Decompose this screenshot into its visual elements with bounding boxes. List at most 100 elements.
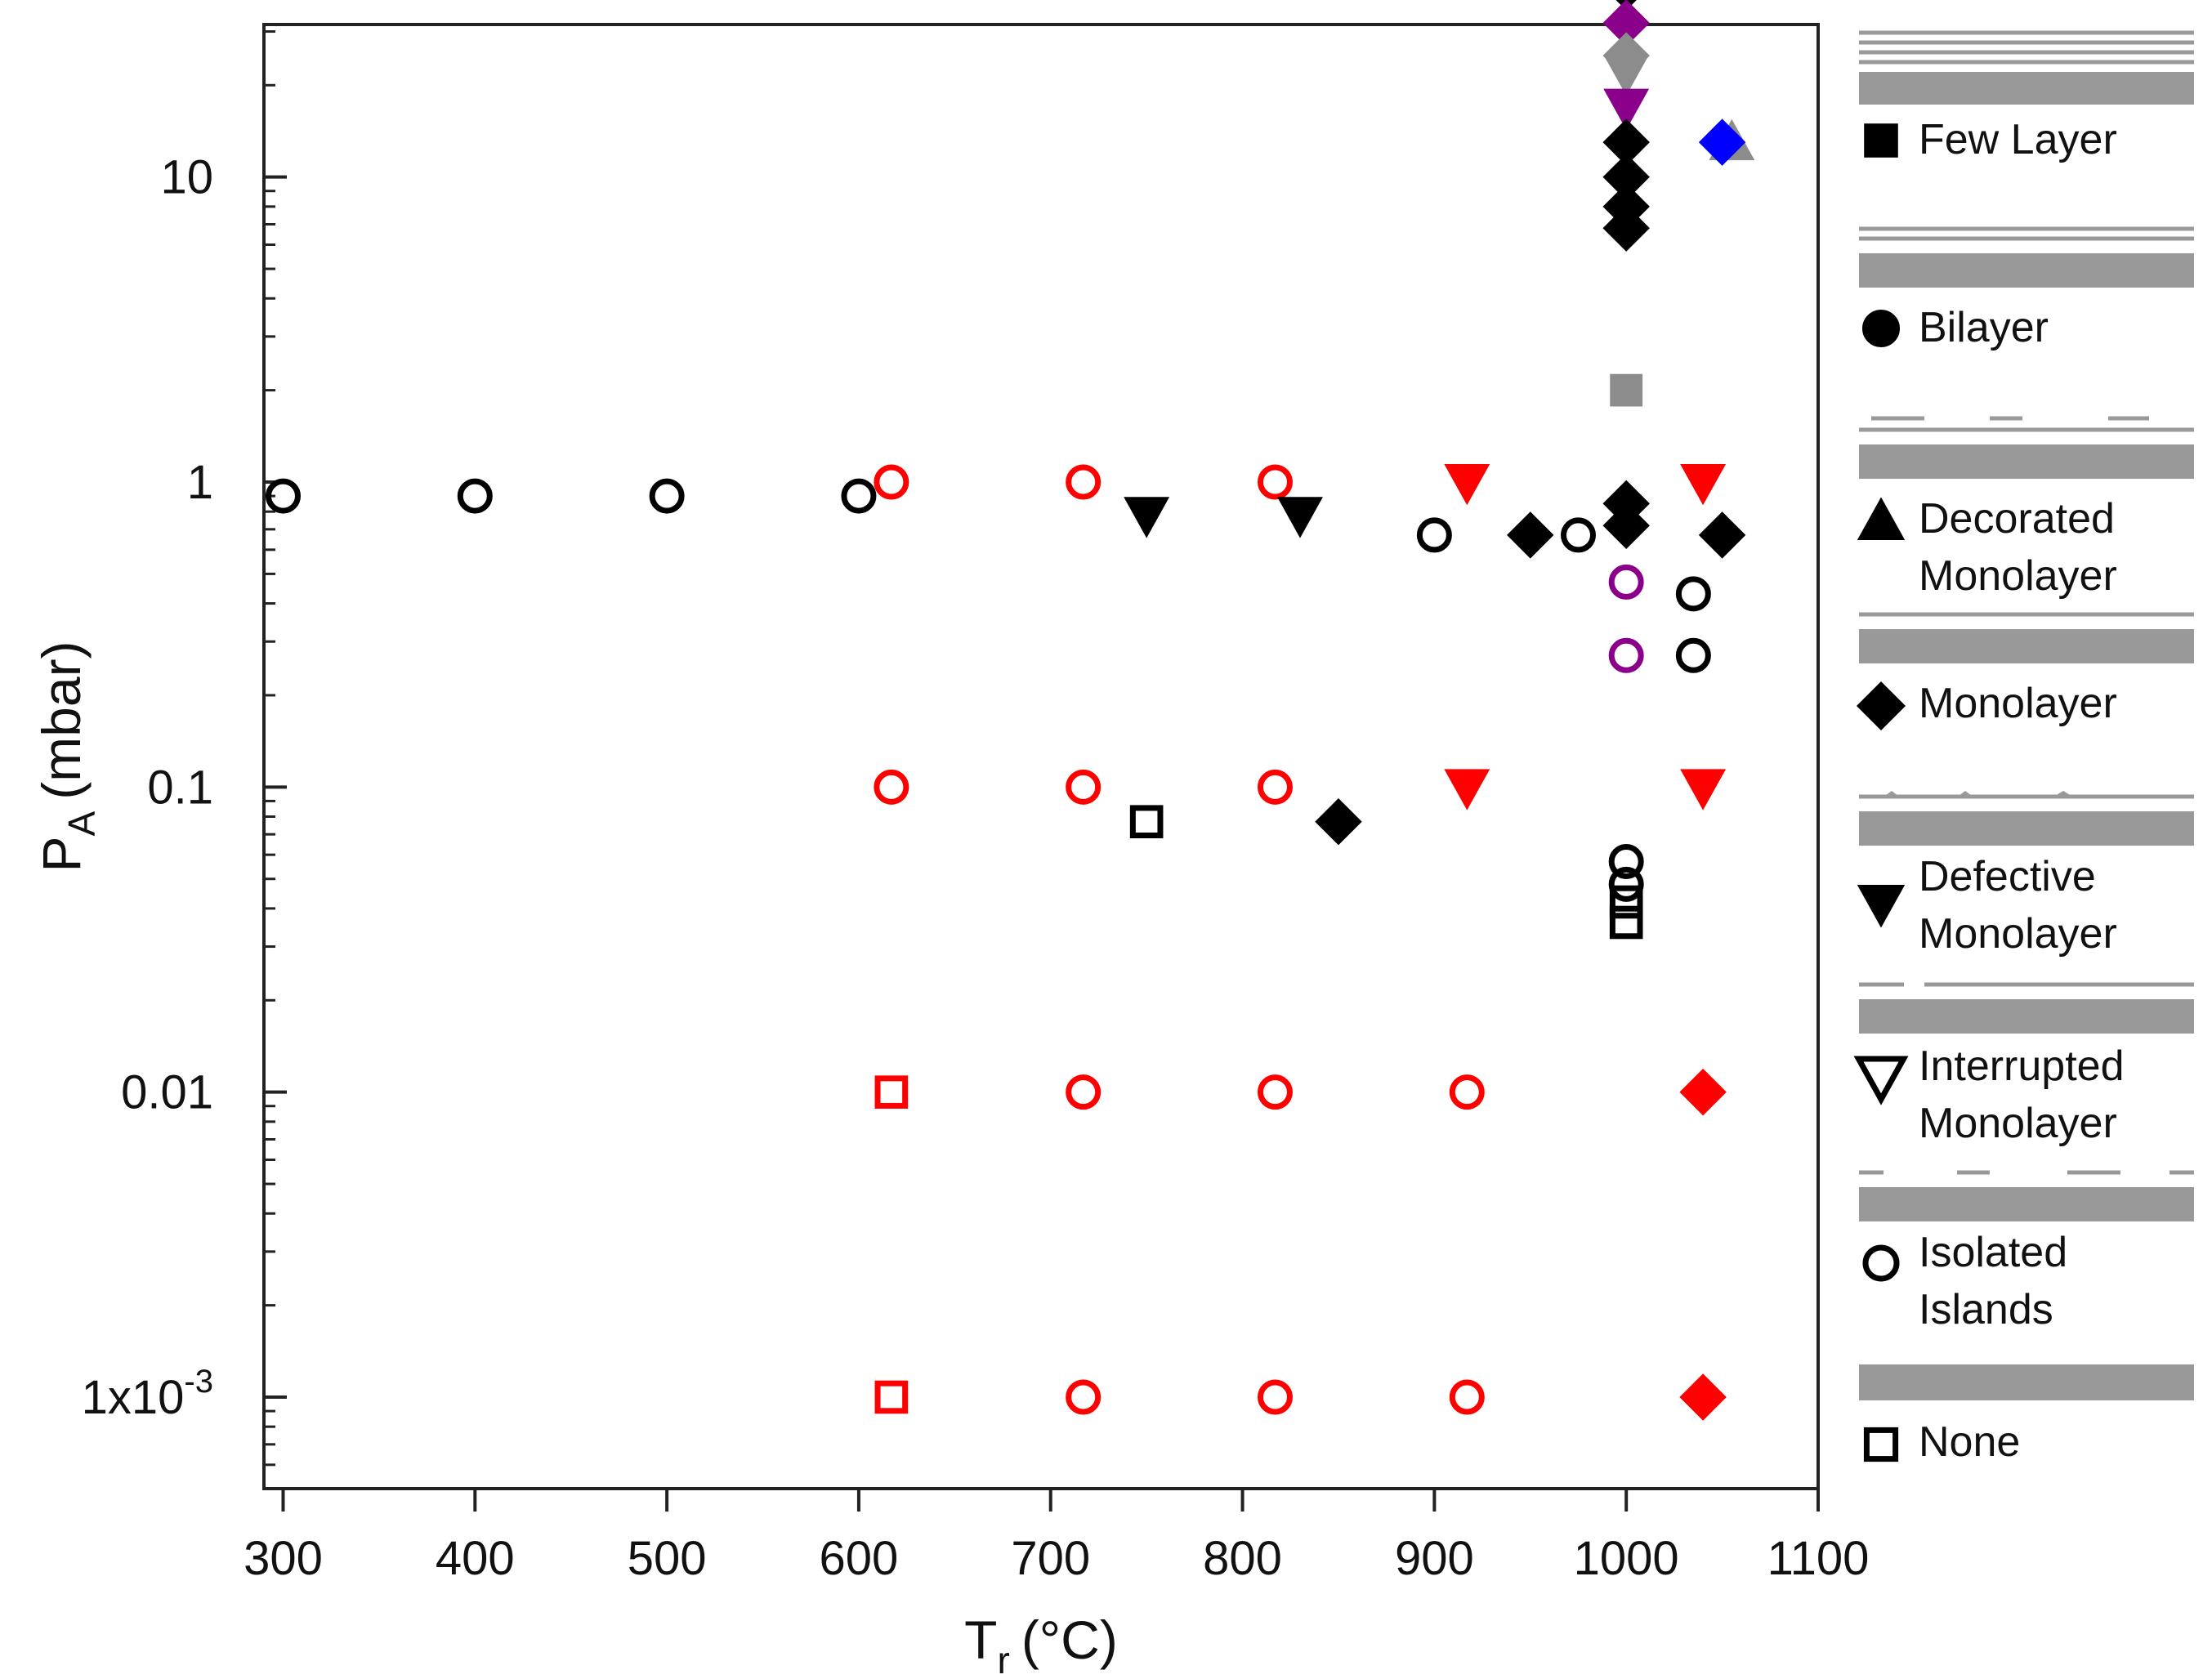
data-point-diamond — [1602, 204, 1650, 252]
legend-layer-schematic-decorated — [1859, 416, 2194, 479]
x-tick-label: 700 — [1011, 1532, 1090, 1585]
legend-icon-few_layer — [1864, 123, 1898, 158]
data-point-diamond — [1602, 502, 1650, 549]
data-point-circle — [457, 478, 493, 514]
legend-icon-monolayer — [1856, 681, 1906, 731]
data-point-square — [874, 1380, 909, 1414]
data-point-circle — [1608, 564, 1644, 600]
substrate-layer — [1859, 444, 2194, 479]
defect-mark — [1959, 791, 1972, 796]
data-point-square — [1610, 373, 1643, 407]
legend-label-islands: Isolated — [1919, 1229, 2067, 1276]
legend-layer-schematic-interrupted — [1859, 982, 2194, 1034]
substrate-layer — [1859, 72, 2194, 105]
data-point-circle — [1257, 769, 1293, 805]
substrate-layer — [1859, 629, 2194, 663]
data-point-diamond — [1315, 797, 1362, 846]
legend-layer-schematic-islands — [1859, 1170, 2194, 1221]
data-point-circle — [874, 464, 909, 500]
data-point-diamond — [1679, 1068, 1727, 1116]
x-tick-label: 800 — [1203, 1532, 1282, 1585]
data-point-diamond — [1507, 511, 1554, 559]
data-point-triangle-down — [1124, 497, 1170, 538]
data-point-diamond — [1698, 118, 1746, 166]
data-point-circle — [1608, 866, 1644, 902]
data-point-circle — [874, 769, 909, 805]
data-point-square — [1129, 805, 1164, 839]
legend-layer-schematic-none — [1859, 1364, 2194, 1400]
data-point-circle — [1449, 1379, 1485, 1415]
data-point-circle — [1675, 637, 1711, 673]
data-point-circle — [1675, 576, 1711, 612]
legend-label-bilayer: Bilayer — [1919, 304, 2049, 351]
data-point-square — [1609, 905, 1643, 940]
y-axis-title: PA(mbar) — [31, 641, 103, 872]
legend-icon-defective — [1857, 885, 1906, 928]
data-point-circle — [1066, 1379, 1102, 1415]
data-point-circle — [1416, 517, 1452, 553]
y-tick-label: 0.01 — [121, 1066, 213, 1119]
data-point-circle — [1257, 1379, 1293, 1415]
y-tick-label: 1 — [187, 456, 213, 509]
x-tick-label: 400 — [436, 1532, 515, 1585]
data-point-triangle-down — [1680, 769, 1727, 810]
substrate-layer — [1859, 811, 2194, 846]
legend-label-defective: Defective — [1919, 853, 2096, 900]
data-point-triangle-down — [1444, 464, 1490, 506]
y-tick-label: 10 — [160, 151, 213, 204]
legend-icon-decorated — [1857, 497, 1906, 540]
data-point-circle — [649, 478, 685, 514]
data-point-triangle-down — [1444, 769, 1490, 810]
x-tick-label: 1100 — [1767, 1532, 1870, 1585]
data-point-circle — [1608, 843, 1644, 879]
legend-icon-islands — [1862, 1244, 1900, 1282]
data-point-diamond — [1679, 1373, 1727, 1421]
data-point-square — [874, 1075, 909, 1109]
substrate-layer — [1859, 999, 2194, 1034]
x-tick-label: 900 — [1395, 1532, 1474, 1585]
substrate-layer — [1859, 1187, 2194, 1221]
legend-icon-bilayer — [1862, 310, 1900, 347]
y-tick-label: 0.1 — [147, 761, 213, 814]
x-tick-label: 1000 — [1574, 1532, 1679, 1585]
data-point-circle — [1560, 517, 1596, 553]
defect-mark — [1885, 791, 1898, 796]
legend-label-none: None — [1919, 1418, 2020, 1466]
substrate-layer — [1859, 253, 2194, 288]
data-points-layer — [265, 0, 1755, 1421]
legend-icon-none — [1863, 1427, 1899, 1462]
x-tick-label: 600 — [820, 1532, 899, 1585]
data-point-circle — [1257, 464, 1293, 500]
legend-label-few_layer: Few Layer — [1919, 116, 2117, 163]
legend-label-interrupted: Monolayer — [1919, 1100, 2117, 1147]
legend-label-monolayer: Monolayer — [1919, 680, 2117, 727]
defect-mark — [2055, 791, 2071, 796]
plot-frame — [262, 23, 1820, 1490]
x-axis-title: Tr (°C) — [964, 1610, 1118, 1679]
data-point-triangle-down — [1680, 464, 1727, 506]
legend-layer-schematic-defective — [1859, 791, 2194, 846]
data-point-diamond — [1698, 511, 1746, 559]
data-point-circle — [1257, 1074, 1293, 1110]
data-point-circle — [1066, 464, 1102, 500]
data-point-circle — [1066, 1074, 1102, 1110]
data-point-square — [1609, 885, 1643, 919]
data-point-circle — [1608, 637, 1644, 673]
data-point-triangle-down — [1603, 54, 1650, 96]
data-point-circle — [841, 478, 877, 514]
legend-layer-schematic-few — [1859, 30, 2194, 105]
y-tick-label-exponent: -3 — [184, 1364, 213, 1400]
legend-label-defective: Monolayer — [1919, 910, 2117, 958]
y-tick-label: 1x10-3 — [82, 1364, 213, 1424]
data-point-circle — [1066, 769, 1102, 805]
legend-icon-interrupted — [1853, 1056, 1909, 1105]
x-tick-label: 300 — [244, 1532, 323, 1585]
legend-label-decorated: Decorated — [1919, 495, 2115, 543]
data-point-circle — [265, 478, 301, 514]
data-point-triangle-down — [1277, 497, 1323, 538]
substrate-layer — [1859, 1364, 2194, 1400]
legend-layer-schematic-mono — [1859, 612, 2194, 663]
data-point-triangle-down — [1603, 88, 1650, 130]
